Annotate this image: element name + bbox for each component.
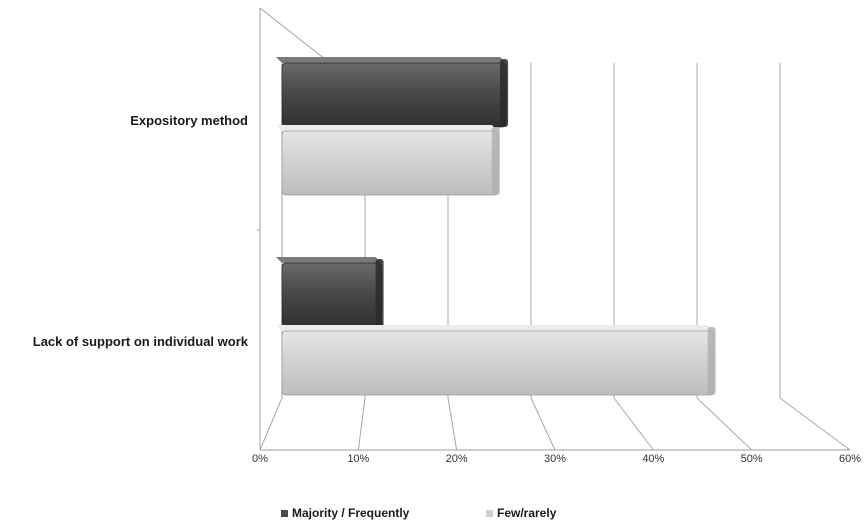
bar-end-cap xyxy=(500,59,509,127)
x-tick-label: 60% xyxy=(839,453,861,465)
bar-front-face xyxy=(281,130,499,196)
x-tick-label: 30% xyxy=(544,453,566,465)
x-tick-label: 10% xyxy=(347,453,369,465)
x-axis-ticks: 0% 10% 20% 30% 40% 50% 60% xyxy=(252,453,861,465)
gridline-floor xyxy=(779,397,851,451)
bar-top-face xyxy=(276,257,382,263)
bar-front-face xyxy=(281,330,715,396)
legend-item-majority: Majority / Frequently xyxy=(281,506,410,520)
legend-label-few-rarely: Few/rarely xyxy=(497,506,557,520)
gridline-floor xyxy=(447,397,458,451)
bar-top-face xyxy=(276,325,714,331)
bar-end-cap xyxy=(491,127,500,195)
bar-top-face xyxy=(276,57,507,63)
bar-end-cap xyxy=(707,327,716,395)
bar-few-rarely-1 xyxy=(276,325,716,396)
side-wall-top-edge xyxy=(259,7,331,64)
legend-swatch-few-rarely xyxy=(486,510,493,517)
gridline-floor xyxy=(696,397,753,451)
bars xyxy=(276,57,716,396)
gridline-floor xyxy=(357,397,366,451)
bar-majority-0 xyxy=(276,57,509,128)
gridline-floor xyxy=(613,397,654,451)
category-labels: Expository method Lack of support on ind… xyxy=(33,113,249,349)
bar-end-cap xyxy=(375,259,384,327)
legend: Majority / Frequently Few/rarely xyxy=(281,506,557,520)
bar-top-face xyxy=(276,125,498,131)
x-tick-label: 40% xyxy=(642,453,664,465)
category-label-lack-of-support: Lack of support on individual work xyxy=(33,334,249,349)
gridline-floor xyxy=(530,397,556,451)
bar-few-rarely-0 xyxy=(276,125,500,196)
bar-front-face xyxy=(281,262,382,328)
gridline-floor xyxy=(259,397,283,451)
x-tick-label: 50% xyxy=(741,453,763,465)
bar-front-face xyxy=(281,62,507,128)
legend-label-majority: Majority / Frequently xyxy=(292,506,410,520)
plot-frame xyxy=(257,7,851,451)
x-tick-label: 0% xyxy=(252,453,268,465)
legend-swatch-majority xyxy=(281,510,288,517)
legend-item-few-rarely: Few/rarely xyxy=(486,506,557,520)
category-label-expository: Expository method xyxy=(130,113,248,128)
x-tick-label: 20% xyxy=(446,453,468,465)
bar-majority-1 xyxy=(276,257,384,328)
